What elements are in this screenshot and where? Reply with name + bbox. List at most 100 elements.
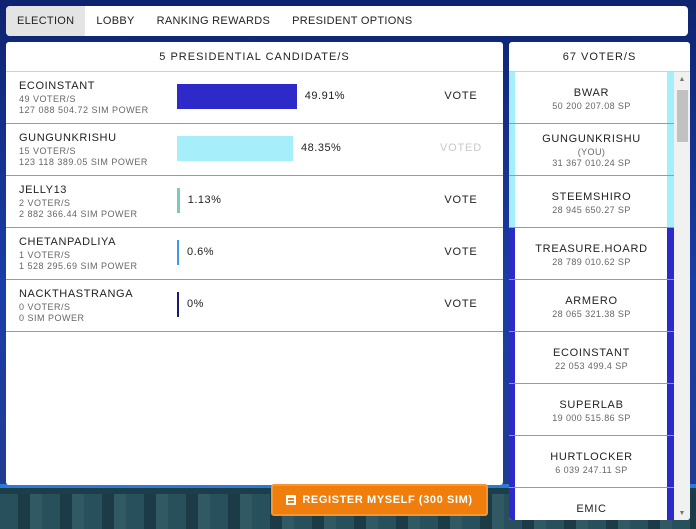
vote-button[interactable]: VOTE bbox=[444, 90, 478, 102]
candidate-sim-power: 127 088 504.72 SIM POWER bbox=[19, 105, 149, 115]
top-tab-bar: ELECTION LOBBY RANKING REWARDS PRESIDENT… bbox=[6, 6, 688, 36]
candidate-sim-power: 0 SIM POWER bbox=[19, 313, 85, 323]
voter-sim-power: 28 945 650.27 SP bbox=[552, 205, 631, 215]
tab-ranking-rewards[interactable]: RANKING REWARDS bbox=[156, 15, 271, 27]
voter-sim-power: 50 200 207.08 SP bbox=[552, 101, 631, 111]
tab-president-options[interactable]: PRESIDENT OPTIONS bbox=[292, 15, 413, 27]
candidate-color-stripe bbox=[509, 436, 515, 487]
candidate-color-stripe bbox=[667, 228, 674, 279]
candidates-panel: 5 PRESIDENTIAL CANDIDATE/S ECOINSTANT 49 … bbox=[6, 42, 503, 485]
candidate-color-stripe bbox=[509, 384, 515, 435]
candidate-row: JELLY13 2 VOTER/S 2 882 366.44 SIM POWER 1.… bbox=[6, 176, 503, 228]
tab-lobby[interactable]: LOBBY bbox=[96, 15, 135, 27]
vote-share-percent: 0.6% bbox=[187, 246, 215, 258]
candidate-color-stripe bbox=[667, 332, 674, 383]
vote-share-bar bbox=[177, 240, 179, 265]
form-icon bbox=[286, 495, 297, 505]
voter-item: TREASURE.HOARD 28 789 010.62 SP bbox=[509, 228, 674, 280]
candidate-row: ECOINSTANT 49 VOTER/S 127 088 504.72 SIM P… bbox=[6, 72, 503, 124]
voter-name: HURTLOCKER bbox=[550, 451, 633, 463]
candidate-voter-count: 2 VOTER/S bbox=[19, 198, 71, 208]
voter-item: ECOINSTANT 22 053 499.4 SP bbox=[509, 332, 674, 384]
vote-share-bar-area: 0.6% bbox=[177, 240, 372, 265]
voter-item: HURTLOCKER 6 039 247.11 SP bbox=[509, 436, 674, 488]
voter-name: GUNGUNKRISHU bbox=[542, 133, 641, 145]
voter-sim-power: 6 039 247.11 SP bbox=[555, 465, 628, 475]
voted-label: VOTED bbox=[440, 142, 482, 154]
voter-sim-power: 22 053 499.4 SP bbox=[554, 361, 629, 371]
voters-panel: 67 VOTER/S BWAR 50 200 207.08 SP GUNGUNKRI… bbox=[509, 42, 690, 520]
candidate-voter-count: 0 VOTER/S bbox=[19, 302, 71, 312]
candidate-sim-power: 2 882 366.44 SIM POWER bbox=[19, 209, 138, 219]
candidate-color-stripe bbox=[667, 436, 674, 487]
voter-you-note: (YOU) bbox=[577, 147, 606, 157]
voter-item: GUNGUNKRISHU (YOU) 31 367 010.24 SP bbox=[509, 124, 674, 176]
voter-sim-power: 28 065 321.38 SP bbox=[552, 309, 631, 319]
candidate-color-stripe bbox=[509, 280, 515, 331]
voter-sim-power: 31 367 010.24 SP bbox=[552, 158, 631, 168]
candidate-name: JELLY13 bbox=[19, 184, 68, 196]
candidate-sim-power: 1 528 295.69 SIM POWER bbox=[19, 261, 138, 271]
vote-button[interactable]: VOTE bbox=[444, 194, 478, 206]
vote-share-bar bbox=[177, 84, 297, 109]
register-myself-button[interactable]: REGISTER MYSELF (300 SIM) bbox=[271, 484, 488, 516]
candidate-row: CHETANPADLIYA 1 VOTER/S 1 528 295.69 SIM P… bbox=[6, 228, 503, 280]
vote-share-bar-area: 1.13% bbox=[177, 188, 372, 213]
candidate-color-stripe bbox=[667, 124, 674, 175]
register-button-label: REGISTER MYSELF (300 SIM) bbox=[302, 494, 473, 506]
candidate-color-stripe bbox=[509, 176, 515, 227]
voter-sim-power: 19 000 515.86 SP bbox=[552, 413, 631, 423]
voter-name: SUPERLAB bbox=[559, 399, 624, 411]
voter-item: STEEMSHIRO 28 945 650.27 SP bbox=[509, 176, 674, 228]
voter-name: ECOINSTANT bbox=[552, 347, 631, 359]
vote-share-bar bbox=[177, 136, 294, 161]
vote-button[interactable]: VOTE bbox=[444, 246, 478, 258]
vote-button[interactable]: VOTE bbox=[444, 298, 478, 310]
candidate-color-stripe bbox=[667, 72, 674, 123]
candidate-color-stripe bbox=[509, 488, 515, 520]
scrollbar-thumb[interactable] bbox=[677, 90, 688, 142]
candidates-panel-title: 5 PRESIDENTIAL CANDIDATE/S bbox=[6, 42, 503, 72]
candidate-name: GUNGUNKRISHU bbox=[19, 132, 117, 144]
voter-item: EMIC bbox=[509, 488, 674, 520]
voter-name: ARMERO bbox=[565, 295, 618, 307]
candidate-name: CHETANPADLIYA bbox=[19, 236, 117, 248]
candidate-row: GUNGUNKRISHU 15 VOTER/S 123 118 389.05 SIM… bbox=[6, 124, 503, 176]
vote-share-bar-area: 0% bbox=[177, 292, 372, 317]
vote-share-bar bbox=[177, 292, 179, 317]
candidate-color-stripe bbox=[667, 176, 674, 227]
caret-up-icon[interactable]: ▲ bbox=[678, 75, 686, 83]
voters-panel-title: 67 VOTER/S bbox=[509, 42, 690, 72]
candidate-voter-count: 15 VOTER/S bbox=[19, 146, 77, 156]
voter-item: SUPERLAB 19 000 515.86 SP bbox=[509, 384, 674, 436]
voter-item: BWAR 50 200 207.08 SP bbox=[509, 72, 674, 124]
voter-list: BWAR 50 200 207.08 SP GUNGUNKRISHU (YOU) 31 … bbox=[509, 72, 674, 520]
vote-share-percent: 48.35% bbox=[301, 142, 342, 154]
voter-name: BWAR bbox=[573, 87, 610, 99]
vote-share-bar-area: 49.91% bbox=[177, 84, 372, 109]
vote-share-percent: 49.91% bbox=[304, 90, 346, 102]
candidate-sim-power: 123 118 389.05 SIM POWER bbox=[19, 157, 148, 167]
candidate-color-stripe bbox=[509, 72, 515, 123]
candidate-color-stripe bbox=[667, 384, 674, 435]
voter-list-scrollbar[interactable]: ▲ ▼ bbox=[674, 72, 690, 520]
caret-down-icon[interactable]: ▼ bbox=[678, 509, 686, 517]
vote-share-bar-area: 48.35% bbox=[177, 136, 372, 161]
voter-name: STEEMSHIRO bbox=[551, 191, 632, 203]
candidate-color-stripe bbox=[509, 124, 515, 175]
vote-share-percent: 1.13% bbox=[187, 194, 222, 206]
candidate-name: NACKTHASTRANGA bbox=[19, 288, 134, 300]
candidate-name: ECOINSTANT bbox=[19, 80, 96, 92]
voter-item: ARMERO 28 065 321.38 SP bbox=[509, 280, 674, 332]
candidate-color-stripe bbox=[509, 332, 515, 383]
candidate-row: NACKTHASTRANGA 0 VOTER/S 0 SIM POWER 0% VOTE bbox=[6, 280, 503, 332]
candidate-voter-count: 49 VOTER/S bbox=[19, 94, 77, 104]
voter-name: TREASURE.HOARD bbox=[535, 243, 648, 255]
tab-election[interactable]: ELECTION bbox=[6, 6, 86, 36]
voter-sim-power: 28 789 010.62 SP bbox=[552, 257, 631, 267]
candidate-color-stripe bbox=[667, 488, 674, 520]
candidate-color-stripe bbox=[667, 280, 674, 331]
voter-name: EMIC bbox=[576, 503, 607, 515]
candidate-voter-count: 1 VOTER/S bbox=[19, 250, 71, 260]
vote-share-percent: 0% bbox=[187, 298, 204, 310]
